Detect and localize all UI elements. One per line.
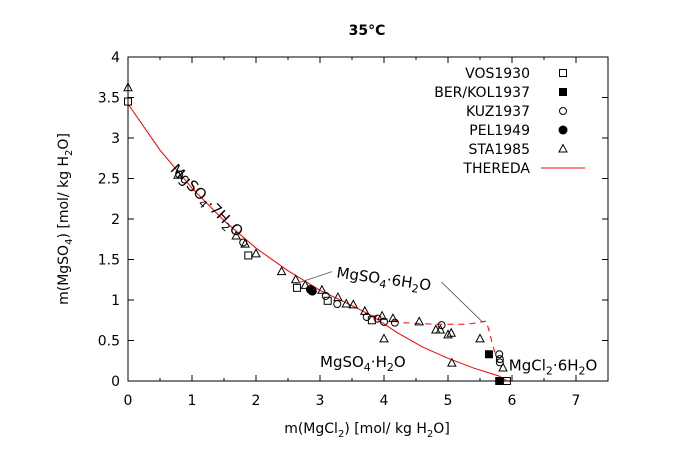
annotation-mgso4-h2o: MgSO4·H2O bbox=[320, 353, 406, 374]
sta1985-point bbox=[290, 274, 301, 284]
sta1985-point bbox=[276, 266, 287, 276]
x-tick-label: 5 bbox=[444, 393, 453, 409]
sta1985-point bbox=[251, 248, 261, 258]
sta1985-point bbox=[443, 329, 453, 339]
x-tick-label: 3 bbox=[316, 393, 325, 409]
y-tick-label: 0.5 bbox=[98, 334, 120, 350]
y-tick-label: 4 bbox=[111, 50, 120, 66]
sta1985-point bbox=[377, 310, 387, 320]
plot-frame bbox=[127, 56, 609, 382]
sta1985-point bbox=[498, 362, 508, 372]
thereda-stable-line bbox=[127, 103, 508, 382]
y-tick-label: 2.5 bbox=[98, 172, 120, 188]
kuz1937-point bbox=[495, 350, 504, 359]
sta1985-point bbox=[300, 279, 311, 289]
sta1985-point bbox=[231, 230, 241, 240]
sta1985-point bbox=[317, 284, 327, 294]
kuz1937-point bbox=[380, 317, 388, 326]
x-tick-label: 7 bbox=[572, 393, 581, 409]
sta1985-point bbox=[446, 327, 457, 337]
sta1985-point bbox=[475, 333, 485, 343]
legend-marker bbox=[559, 88, 567, 96]
y-tick-label: 1.5 bbox=[98, 253, 120, 269]
y-tick-label: 0 bbox=[111, 374, 120, 390]
annotation-pointer-line bbox=[295, 271, 333, 285]
legend-label: VOS1930 bbox=[465, 66, 530, 82]
kuz1937-point bbox=[333, 300, 342, 309]
sta1985-point bbox=[435, 324, 446, 334]
sta1985-point bbox=[341, 298, 352, 308]
sta1985-point bbox=[173, 169, 183, 179]
vos1930-point bbox=[124, 97, 132, 106]
chart-title: 35°C bbox=[349, 23, 386, 39]
sta1985-point bbox=[348, 299, 359, 309]
vos1930-point bbox=[502, 377, 511, 385]
legend-label: STA1985 bbox=[468, 142, 530, 158]
sta1985-point bbox=[379, 333, 389, 343]
vos1930-point bbox=[292, 283, 301, 292]
annotation-pointer-line bbox=[441, 281, 484, 323]
annotation-mgcl2-6h2o: MgCl2·6H2O bbox=[509, 356, 598, 377]
kuz1937-point bbox=[390, 318, 399, 327]
sta1985-point bbox=[388, 313, 398, 323]
y-tick-label: 2 bbox=[111, 212, 120, 228]
x-tick-label: 6 bbox=[508, 393, 517, 409]
annotation-mgso4-6h2o: MgSO4·6H2O bbox=[335, 263, 432, 297]
x-tick-label: 0 bbox=[124, 393, 133, 409]
sta1985-point bbox=[359, 305, 370, 315]
legend-label: BER/KOL1937 bbox=[434, 85, 530, 101]
ber-kol1937-point bbox=[484, 350, 493, 359]
legend-label: PEL1949 bbox=[469, 123, 530, 139]
vos1930-point bbox=[323, 296, 332, 305]
x-tick-label: 2 bbox=[252, 393, 261, 409]
thereda-metastable-line bbox=[371, 314, 500, 365]
sta1985-point bbox=[414, 316, 425, 326]
x-axis-label: m(MgCl2) [mol/ kg H2O] bbox=[284, 421, 450, 440]
sta1985-point bbox=[447, 357, 457, 367]
y-tick-label: 1 bbox=[111, 293, 120, 309]
legend-label: THEREDA bbox=[462, 161, 530, 177]
y-axis-label: m(MgSO4) [mol/ kg H2O] bbox=[56, 133, 75, 305]
ber-kol1937-point bbox=[495, 377, 504, 385]
kuz1937-point bbox=[495, 358, 504, 367]
legend-label: KUZ1937 bbox=[466, 104, 530, 120]
y-tick-label: 3 bbox=[111, 131, 120, 147]
x-tick-label: 4 bbox=[380, 393, 389, 409]
sta1985-point bbox=[240, 238, 250, 248]
legend-marker bbox=[558, 125, 568, 135]
legend-marker bbox=[559, 107, 567, 115]
sta1985-point bbox=[123, 82, 133, 92]
kuz1937-point bbox=[495, 355, 504, 364]
legend-marker bbox=[559, 69, 567, 77]
vos1930-point bbox=[244, 251, 253, 260]
y-tick-label: 3.5 bbox=[98, 91, 120, 107]
kuz1937-point bbox=[362, 313, 371, 322]
x-tick-label: 1 bbox=[188, 393, 197, 409]
kuz1937-point bbox=[373, 314, 382, 323]
sta1985-point bbox=[333, 292, 343, 302]
annotation-mgso4-7h2o: MgSO4·7H2O bbox=[165, 161, 247, 243]
legend-marker bbox=[558, 143, 568, 153]
